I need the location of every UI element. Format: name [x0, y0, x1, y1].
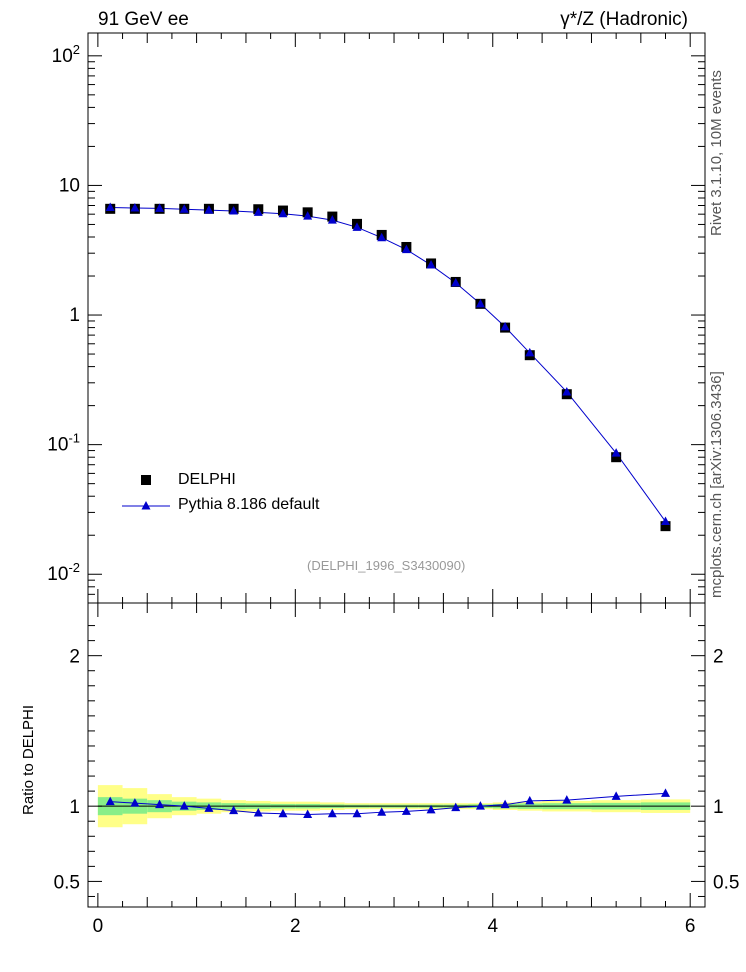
x-tick-label: 0 — [93, 916, 104, 937]
axis-ticks — [88, 33, 705, 907]
pythia-point — [525, 347, 535, 357]
legend-marker-pythia — [141, 501, 151, 510]
ratio-point — [278, 808, 288, 818]
ratio-point — [451, 802, 461, 812]
ratio-point — [130, 798, 140, 807]
pythia-point — [500, 321, 510, 331]
y-tick-label: 1 — [69, 797, 80, 818]
ratio-point — [500, 799, 510, 809]
pythia-point — [401, 244, 411, 254]
legend-marker-delphi — [141, 475, 151, 485]
y-tick-label: 1 — [69, 305, 80, 326]
ratio-point — [562, 795, 572, 804]
pythia-point — [352, 222, 362, 231]
pythia-point — [303, 211, 313, 220]
legend-markers — [122, 475, 170, 510]
delphi-point — [611, 452, 622, 463]
pythia-point — [377, 232, 387, 242]
legend-label-pythia: Pythia 8.186 default — [178, 496, 320, 513]
y-tick-label-right: 2 — [713, 647, 724, 668]
pythia-point — [179, 204, 189, 213]
ratio-point — [327, 808, 337, 818]
ratio-plot-series — [105, 788, 671, 818]
y-tick-label: 2 — [69, 647, 80, 668]
pythia-point — [253, 207, 263, 216]
y-tick-label-right: 1 — [713, 797, 724, 818]
ratio-point — [475, 801, 485, 810]
ratio-point — [426, 804, 436, 814]
pythia-point — [451, 277, 461, 287]
pythia-point — [155, 203, 165, 212]
delphi-point — [660, 521, 671, 532]
ratio-y-axis-title: Ratio to DELPHI — [20, 704, 37, 815]
pythia-point — [105, 202, 115, 212]
x-tick-label: 4 — [487, 916, 498, 937]
plot-frames — [87, 32, 706, 908]
y-tick-label: 10-2 — [47, 560, 80, 585]
y-tick-label: 0.5 — [54, 872, 80, 893]
analysis-tag: (DELPHI_1996_S3430090) — [307, 558, 466, 573]
pythia-point — [204, 205, 214, 214]
plot-title-left: 91 GeV ee — [98, 9, 189, 30]
ratio-point — [377, 807, 387, 816]
legend-label-delphi: DELPHI — [178, 471, 236, 488]
mcplots-reference-label: mcplots.cern.ch [arXiv:1306.3436] — [708, 371, 725, 598]
ratio-point — [179, 801, 189, 810]
ratio-point — [661, 788, 671, 797]
ratio-point — [303, 809, 313, 818]
pythia-point — [426, 260, 436, 269]
axis-tick-labels: 0 2 4 6 10-2 10-1 1 10 102 0.5 0.5 1 1 2 2 — [47, 42, 739, 937]
pythia-point — [327, 215, 337, 224]
x-tick-label: 6 — [685, 916, 696, 937]
y-tick-label-right: 0.5 — [713, 872, 739, 893]
pythia-point — [611, 448, 621, 457]
main-plot-series — [105, 202, 671, 532]
plot-title-right: γ*/Z (Hadronic) — [560, 9, 688, 30]
ratio-point — [105, 796, 115, 806]
ratio-point — [253, 807, 263, 817]
ratio-point — [352, 808, 362, 818]
rivet-version-label: Rivet 3.1.10, 10M events — [708, 70, 725, 236]
ratio-point — [401, 806, 411, 815]
y-tick-label: 10 — [59, 175, 80, 196]
ratio-point — [525, 795, 535, 805]
y-tick-label: 102 — [52, 42, 80, 67]
ratio-plot-frame — [87, 602, 706, 908]
pythia-point — [278, 208, 288, 218]
pythia-point — [661, 516, 671, 526]
ratio-point — [611, 791, 621, 800]
main-plot-frame — [87, 32, 706, 604]
pythia-point — [229, 205, 239, 215]
ratio-point — [155, 799, 165, 809]
y-tick-label: 10-1 — [47, 431, 80, 456]
ratio-point — [229, 805, 239, 815]
pythia-point — [562, 386, 572, 396]
pythia-point — [130, 202, 140, 212]
x-tick-label: 2 — [290, 916, 301, 937]
pythia-point — [475, 298, 485, 308]
ratio-point — [204, 803, 214, 812]
